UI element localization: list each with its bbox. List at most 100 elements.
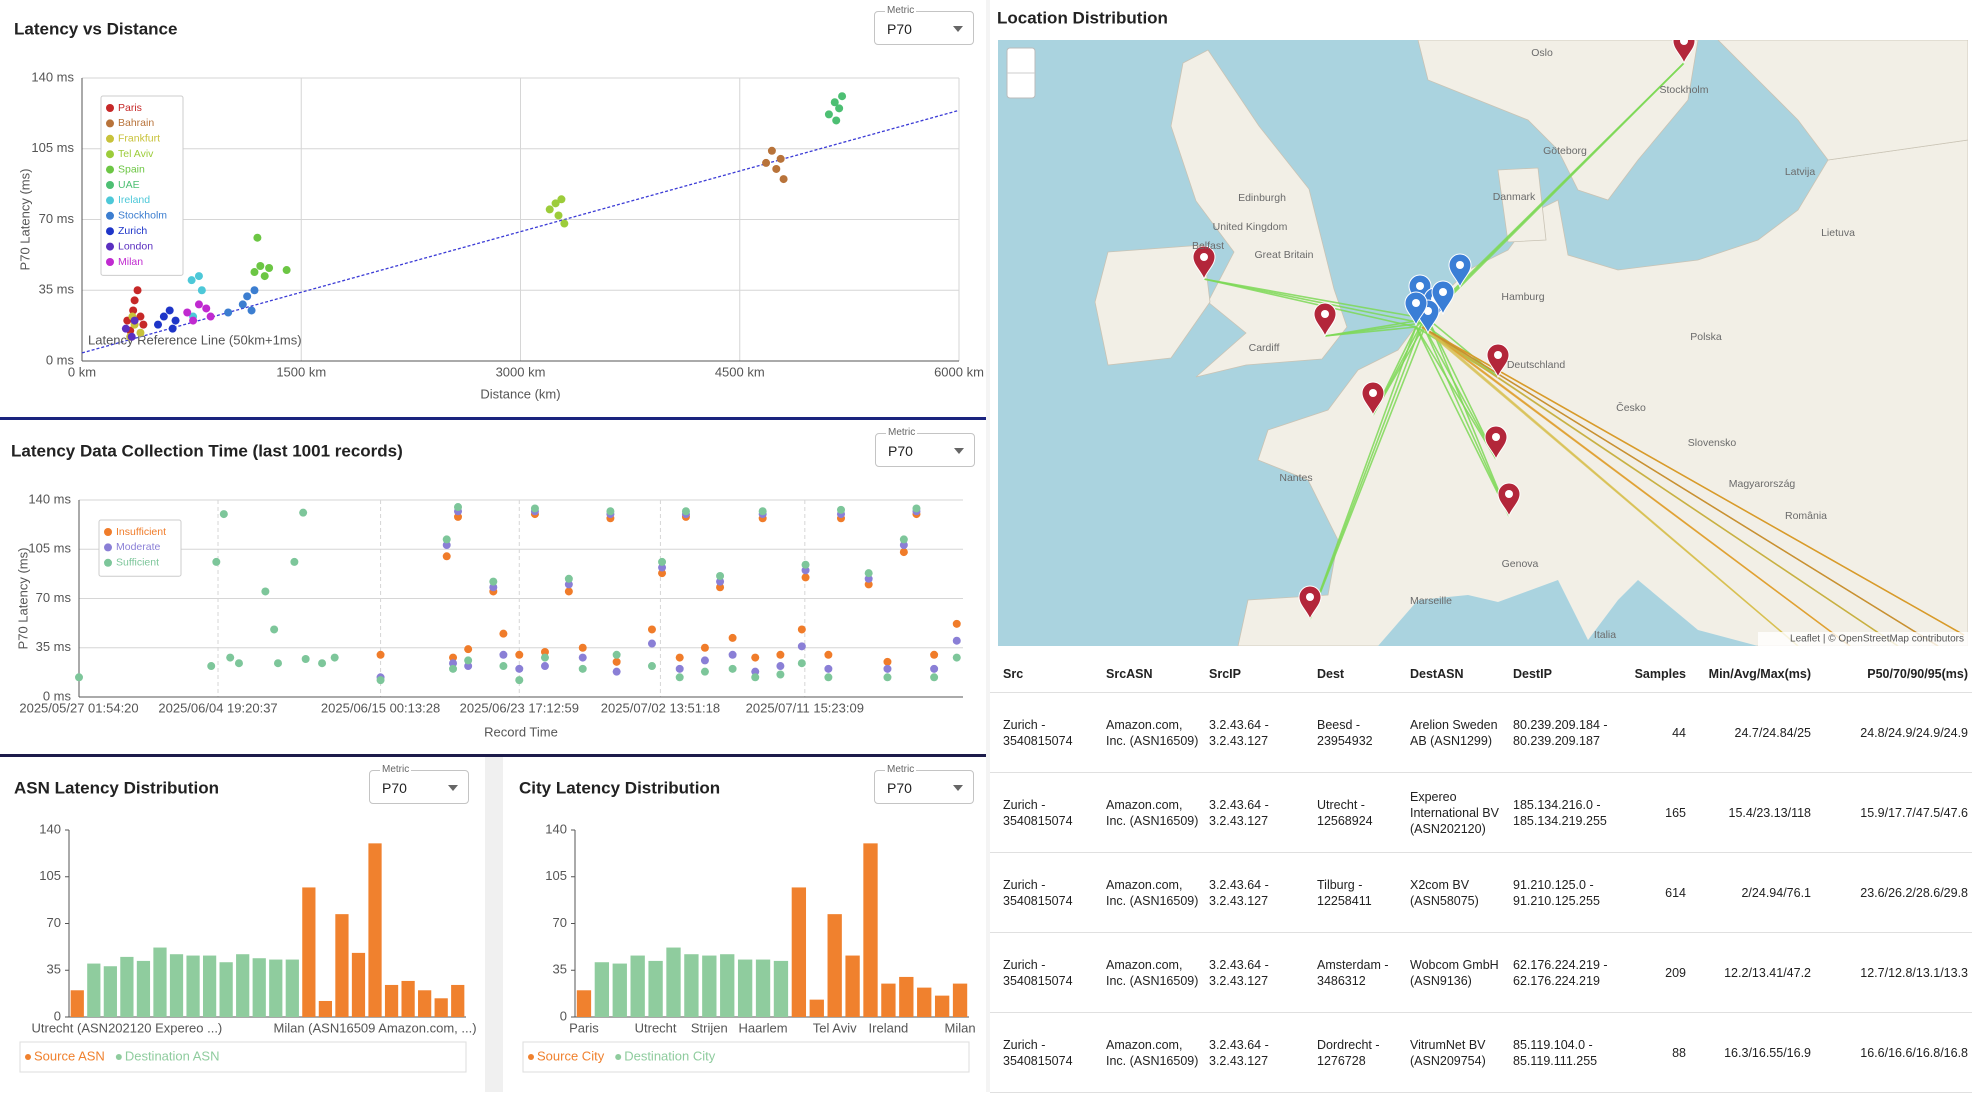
- legend-label: Insufficient: [116, 526, 166, 538]
- data-point: [658, 563, 667, 572]
- table-row: Zurich - 3540815074 Amazon.com, Inc. (ASN…: [990, 1012, 1972, 1093]
- table-cell: 80.239.209.184 - 80.239.209.187: [1509, 692, 1620, 773]
- map-label: Stockholm: [1659, 84, 1708, 96]
- column-header: DestIP: [1509, 655, 1620, 693]
- data-point: [728, 664, 737, 673]
- data-point: [250, 268, 259, 277]
- data-point: [952, 653, 961, 662]
- column-header: SrcASN: [1102, 655, 1205, 693]
- table-cell: Amazon.com, Inc. (ASN16509): [1102, 852, 1205, 933]
- legend-label: Source ASN: [34, 1048, 105, 1063]
- bar: [612, 963, 627, 1017]
- data-point: [265, 264, 274, 273]
- route-line: [1203, 278, 1417, 328]
- data-point: [776, 650, 785, 659]
- data-point: [578, 643, 587, 652]
- table-cell: 3.2.43.64 - 3.2.43.127: [1205, 692, 1313, 773]
- map-marker: [1192, 245, 1216, 281]
- bar: [451, 984, 465, 1017]
- legend-box: [19, 1041, 467, 1073]
- data-point: [716, 583, 725, 592]
- map-label: Hamburg: [1501, 291, 1544, 303]
- data-point: [256, 261, 265, 270]
- bar: [186, 955, 200, 1017]
- route-line: [1324, 318, 1429, 337]
- route-line: [1431, 332, 1851, 646]
- data-point: [824, 664, 833, 673]
- bar: [202, 955, 217, 1017]
- data-point: [899, 548, 908, 557]
- data-point: [282, 266, 291, 275]
- land: [1170, 49, 1348, 378]
- bar: [863, 843, 878, 1017]
- map-label: Marseille: [1410, 595, 1452, 607]
- legend-label: Frankfurt: [118, 133, 160, 145]
- x-tick-label: Ireland: [869, 1020, 909, 1035]
- table-cell: Zurich - 3540815074: [990, 772, 1102, 853]
- legend-label: Bahrain: [118, 117, 154, 129]
- map-label: Danmark: [1493, 191, 1536, 203]
- data-point: [751, 673, 760, 682]
- data-point: [261, 587, 270, 596]
- table-cell: 16.3/16.55/16.9: [1690, 1012, 1815, 1093]
- data-point: [658, 569, 667, 578]
- table-body: Zurich - 3540815074 Amazon.com, Inc. (ASN…: [990, 692, 1972, 1093]
- table-cell: Amazon.com, Inc. (ASN16509): [1102, 772, 1205, 853]
- legend-swatch: [106, 227, 114, 236]
- data-point: [801, 566, 810, 575]
- map-label: Göteborg: [1543, 145, 1587, 157]
- caret: [448, 785, 458, 791]
- data-point: [767, 146, 776, 155]
- map-marker: [1313, 302, 1337, 338]
- data-point: [129, 306, 138, 315]
- data-point: [515, 676, 524, 685]
- map-label: Latvija: [1785, 166, 1816, 178]
- map-marker-dot: [1680, 40, 1688, 45]
- y-tick-label: 0 ms: [43, 688, 72, 703]
- land: [1094, 244, 1211, 366]
- table-cell: Amazon.com, Inc. (ASN16509): [1102, 932, 1205, 1013]
- data-point: [612, 667, 621, 676]
- x-tick-label: Strijen: [691, 1020, 728, 1035]
- data-point: [234, 659, 243, 668]
- y-tick-label: 105 ms: [28, 541, 71, 556]
- table-cell: Amazon.com, Inc. (ASN16509): [1102, 1012, 1205, 1093]
- metric-select[interactable]: Metric P70: [875, 427, 975, 467]
- table-cell: Zurich - 3540815074: [990, 1012, 1102, 1093]
- map-marker: [1448, 253, 1472, 289]
- header-row: Src SrcASN SrcIP Dest DestASN DestIP Samples Mi…: [990, 655, 1972, 693]
- map-marker-dot: [1321, 310, 1329, 318]
- metric-select[interactable]: Metric P70: [874, 5, 974, 45]
- data-point: [545, 205, 554, 214]
- data-point: [578, 664, 587, 673]
- bar: [666, 947, 681, 1017]
- metric-select[interactable]: Metric P70: [874, 764, 974, 804]
- metric-select[interactable]: Metric P70: [369, 764, 469, 804]
- bar: [384, 984, 399, 1017]
- bar: [401, 980, 415, 1017]
- bar: [335, 914, 349, 1017]
- x-tick-label: 2025/07/02 13:51:18: [601, 700, 720, 715]
- table-cell: 209: [1620, 932, 1690, 1013]
- table-cell: 15.9/17.7/47.5/47.6: [1815, 772, 1972, 853]
- data-point: [540, 662, 549, 671]
- data-point: [647, 662, 656, 671]
- data-point: [612, 657, 621, 666]
- map-marker-dot: [1424, 307, 1432, 315]
- route-line: [1421, 322, 1510, 517]
- data-point: [168, 324, 177, 333]
- data-point: [832, 116, 841, 125]
- column-header: Src: [990, 655, 1102, 693]
- table-cell: 24.7/24.84/25: [1690, 692, 1815, 773]
- data-point: [464, 645, 473, 654]
- legend-swatch: [25, 1054, 31, 1060]
- y-tick-label: 105: [39, 868, 61, 883]
- x-tick-label: 3000 km: [496, 364, 546, 379]
- legend-label: Paris: [118, 102, 142, 114]
- x-tick-label: Milan (ASN16509 Amazon.com, ...): [274, 1020, 477, 1035]
- legend-swatch: [106, 134, 114, 143]
- y-tick-label: 35 ms: [39, 282, 75, 297]
- data-point: [658, 557, 667, 566]
- caret: [954, 448, 964, 454]
